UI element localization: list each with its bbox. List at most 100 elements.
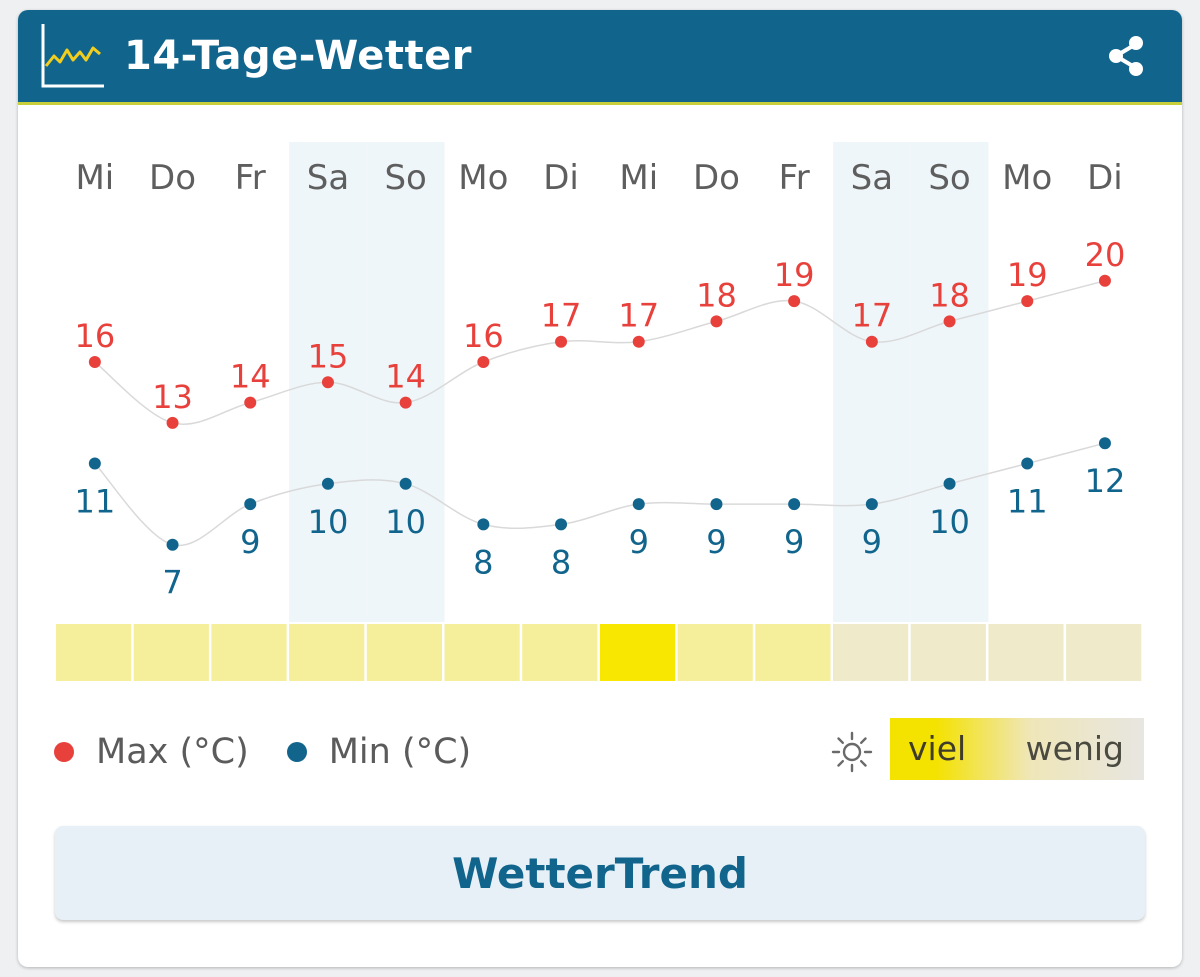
min-data-label: 9: [862, 523, 882, 561]
sunshine-scale: viel wenig: [890, 718, 1144, 780]
max-data-label: 17: [851, 297, 892, 335]
day-label: So: [928, 158, 970, 198]
min-point: [244, 498, 257, 511]
max-point: [321, 376, 334, 389]
legend-max-dot: [54, 742, 74, 762]
min-point: [1021, 457, 1034, 470]
sunshine-high-label: viel: [908, 729, 967, 768]
min-data-label: 11: [74, 483, 115, 521]
day-label: Di: [543, 158, 579, 198]
wettertrend-button[interactable]: WetterTrend: [55, 826, 1145, 920]
max-point: [943, 315, 956, 328]
min-point: [865, 498, 878, 511]
temperature-graph-icon: [41, 24, 104, 88]
max-point: [166, 416, 179, 429]
sunshine-low-label: wenig: [1025, 729, 1124, 768]
min-data-label: 8: [551, 543, 571, 581]
sunshine-cell: [1066, 624, 1142, 681]
max-point: [1021, 295, 1034, 308]
max-point: [244, 396, 257, 409]
max-data-label: 14: [385, 358, 426, 396]
min-data-label: 9: [706, 523, 726, 561]
max-data-label: 17: [541, 297, 582, 335]
day-label: Mo: [458, 158, 508, 198]
min-data-label: 10: [308, 503, 349, 541]
temperature-chart: Mi Do Fr Sa So Mo Di Mi Do Fr Sa So Mo Di 16 13 14 15 14 16…: [56, 142, 1142, 681]
share-icon[interactable]: [1102, 32, 1150, 80]
min-point: [555, 518, 568, 531]
min-point: [943, 477, 956, 490]
min-data-label: 7: [162, 564, 182, 602]
sunshine-cell: [988, 624, 1064, 681]
day-label: Sa: [851, 158, 893, 198]
min-data-label: 9: [784, 523, 804, 561]
min-point: [166, 538, 179, 551]
min-point: [788, 498, 801, 511]
day-label: Do: [149, 158, 196, 198]
min-data-label: 11: [1007, 483, 1048, 521]
chart-legend: Max (°C) Min (°C): [54, 722, 509, 782]
max-point: [788, 295, 801, 308]
max-point: [88, 356, 101, 368]
max-data-label: 20: [1085, 236, 1126, 274]
min-point: [1098, 437, 1111, 450]
day-label: Di: [1087, 158, 1123, 198]
max-point: [477, 356, 490, 368]
legend-min-label: Min (°C): [328, 732, 472, 772]
max-point: [632, 335, 645, 348]
sunshine-cell: [755, 624, 831, 681]
max-data-label: 13: [152, 378, 193, 416]
day-label: Mo: [1002, 158, 1052, 198]
day-label: So: [384, 158, 426, 198]
day-label: Fr: [779, 158, 810, 198]
min-point: [321, 477, 334, 490]
day-label: Mi: [619, 158, 658, 198]
day-label: Sa: [307, 158, 349, 198]
legend-max-label: Max (°C): [96, 732, 249, 772]
max-point: [399, 396, 412, 409]
min-point: [477, 518, 490, 531]
max-data-label: 19: [774, 256, 815, 294]
max-point: [710, 315, 723, 328]
min-data-label: 8: [473, 543, 493, 581]
max-data-label: 18: [929, 276, 970, 314]
page-title: 14-Tage-Wetter: [124, 33, 472, 79]
sunshine-cell: [833, 624, 909, 681]
sunshine-cell: [56, 624, 132, 681]
sunshine-cell: [289, 624, 365, 681]
weekend-column: [833, 142, 911, 622]
sunshine-cell: [366, 624, 442, 681]
sunshine-cell: [133, 624, 209, 681]
weather-card: 14-Tage-Wetter Mi Do Fr Sa So Mo Di Mi Do Fr Sa So M…: [18, 10, 1182, 967]
max-data-label: 19: [1007, 256, 1048, 294]
sunshine-cell: [211, 624, 287, 681]
legend-min-dot: [286, 742, 307, 762]
min-point: [399, 477, 412, 490]
min-data-label: 12: [1085, 462, 1126, 500]
max-point: [865, 335, 878, 348]
min-data-label: 9: [629, 523, 649, 561]
weekend-column: [910, 142, 989, 622]
weekend-column: [366, 142, 445, 622]
day-label: Do: [693, 158, 740, 198]
day-label: Mi: [75, 158, 114, 198]
min-data-label: 9: [240, 523, 260, 561]
sunshine-cell: [910, 624, 986, 681]
day-label: Fr: [235, 158, 266, 198]
sunshine-cell: [677, 624, 753, 681]
min-data-label: 10: [929, 503, 970, 541]
max-data-label: 14: [230, 358, 271, 396]
max-data-label: 17: [618, 297, 659, 335]
max-point: [1098, 274, 1111, 287]
max-data-label: 15: [308, 337, 349, 375]
max-data-label: 16: [463, 317, 504, 355]
sunshine-cell: [522, 624, 598, 681]
max-data-label: 16: [74, 317, 115, 355]
sunshine-cell: [444, 624, 520, 681]
min-point: [632, 498, 645, 511]
max-data-label: 18: [696, 276, 737, 314]
sun-icon: [831, 731, 873, 773]
min-data-label: 10: [385, 503, 426, 541]
card-header: 14-Tage-Wetter: [18, 10, 1182, 105]
sunshine-cell: [599, 624, 676, 681]
